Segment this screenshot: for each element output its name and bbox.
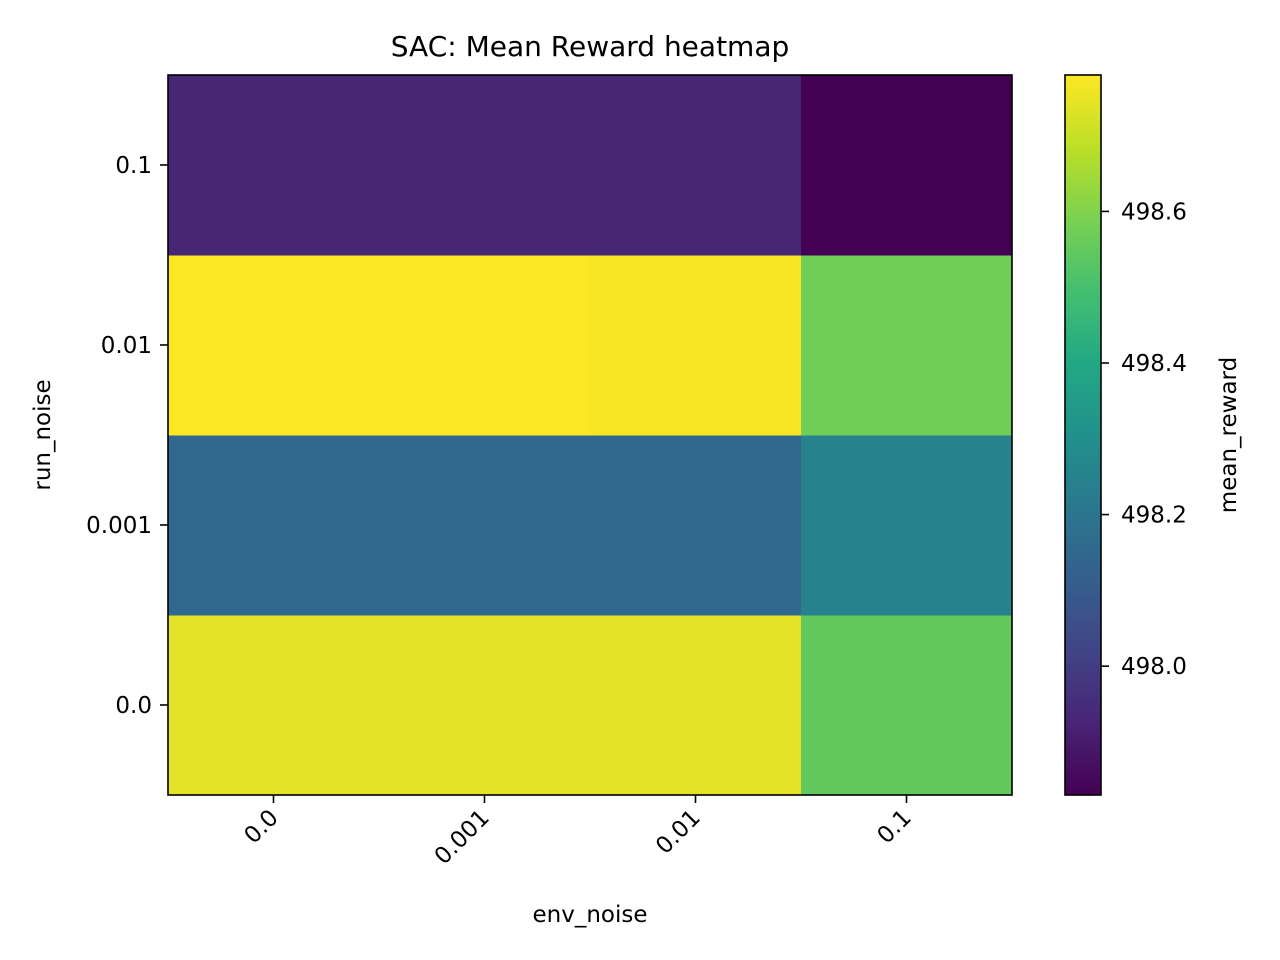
heatmap-cell	[168, 435, 380, 616]
colorbar-tick-label: 498.0	[1121, 654, 1187, 680]
heatmap-cell	[590, 75, 802, 256]
y-tick-label: 0.1	[115, 153, 152, 179]
heatmap-cell	[801, 615, 1013, 796]
heatmap-cell	[168, 75, 380, 256]
heatmap-cell	[168, 615, 380, 796]
colorbar-tick-label: 498.2	[1121, 503, 1187, 529]
heatmap-cell	[801, 435, 1013, 616]
x-axis-ticks: 0.0 0.001 0.01 0.1	[239, 795, 917, 870]
x-axis-label: env_noise	[532, 902, 647, 928]
heatmap-cell	[379, 255, 591, 436]
y-axis-ticks: 0.0 0.001 0.01 0.1	[86, 153, 168, 719]
y-tick-label: 0.01	[101, 333, 152, 359]
colorbar-tick-label: 498.4	[1121, 351, 1187, 377]
heatmap-cell	[168, 255, 380, 436]
heatmap-cell	[801, 75, 1013, 256]
y-axis-label: run_noise	[30, 379, 56, 490]
heatmap-cell	[379, 75, 591, 256]
colorbar-label: mean_reward	[1216, 357, 1242, 513]
x-tick-label: 0.001	[430, 805, 495, 870]
heatmap-cell	[379, 615, 591, 796]
heatmap-cell	[590, 615, 802, 796]
colorbar-ticks: 498.0 498.2 498.4 498.6	[1101, 199, 1187, 680]
heatmap-cell	[801, 255, 1013, 436]
colorbar-tick-label: 498.6	[1121, 199, 1187, 225]
x-tick-label: 0.1	[872, 805, 916, 849]
heatmap-cell	[590, 255, 802, 436]
colorbar	[1064, 74, 1102, 796]
heatmap-cells	[168, 75, 1013, 796]
y-tick-label: 0.001	[86, 513, 152, 539]
x-tick-label: 0.0	[239, 805, 283, 849]
heatmap-cell	[379, 435, 591, 616]
x-tick-label: 0.01	[651, 805, 706, 860]
plot-frame	[167, 74, 1013, 796]
chart-title: SAC: Mean Reward heatmap	[391, 30, 790, 63]
heatmap-cell	[590, 435, 802, 616]
y-tick-label: 0.0	[115, 693, 152, 719]
